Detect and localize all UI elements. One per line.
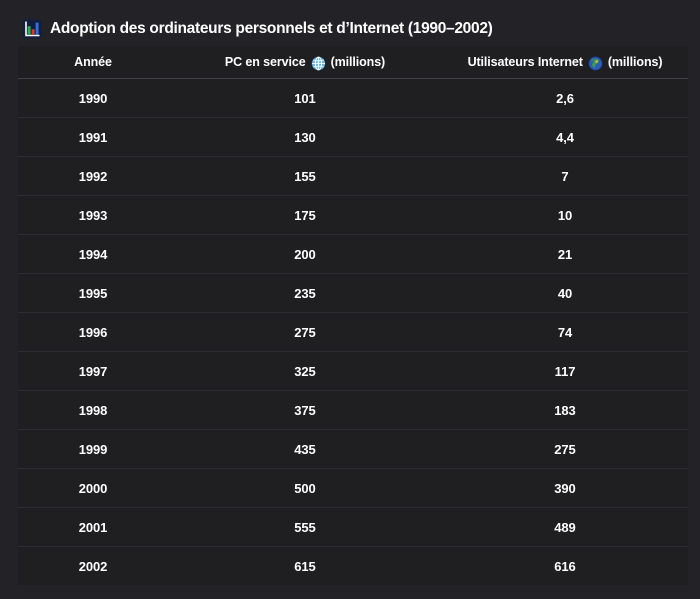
table-row: 1996 275 74 xyxy=(18,312,688,352)
internet-value-cell: 183 xyxy=(442,390,688,430)
year-cell: 1990 xyxy=(18,78,168,118)
data-table-container: Année PC en service xyxy=(18,46,688,585)
table-row: 1992 155 7 xyxy=(18,156,688,196)
table-row: 1993 175 10 xyxy=(18,195,688,235)
pc-value-cell: 555 xyxy=(168,507,442,547)
table-row: 2000 500 390 xyxy=(18,468,688,508)
table-row: 1990 101 2,6 xyxy=(18,78,688,118)
column-header-pc: PC en service (millions) xyxy=(168,46,442,79)
pc-header-label: PC en service xyxy=(224,55,306,69)
table-row: 2002 615 616 xyxy=(18,547,688,586)
year-cell: 1991 xyxy=(18,117,168,157)
pc-value-cell: 130 xyxy=(168,117,442,157)
table-row: 2001 555 489 xyxy=(18,507,688,547)
table-row: 1999 435 275 xyxy=(18,429,688,469)
data-table: Année PC en service xyxy=(18,46,688,585)
bar-chart-icon xyxy=(22,19,42,39)
pc-value-cell: 200 xyxy=(168,234,442,274)
table-row: 1997 325 117 xyxy=(18,351,688,391)
column-header-internet: Utilisateurs Internet (millions) xyxy=(442,46,688,79)
year-cell: 1998 xyxy=(18,390,168,430)
pc-value-cell: 175 xyxy=(168,195,442,235)
year-cell: 1996 xyxy=(18,312,168,352)
year-cell: 1993 xyxy=(18,195,168,235)
year-cell: 1994 xyxy=(18,234,168,274)
pc-value-cell: 101 xyxy=(168,78,442,118)
earth-globe-icon xyxy=(588,56,603,70)
pc-value-cell: 435 xyxy=(168,429,442,469)
internet-value-cell: 40 xyxy=(442,273,688,313)
pc-value-cell: 375 xyxy=(168,390,442,430)
year-cell: 2000 xyxy=(18,468,168,508)
year-cell: 1999 xyxy=(18,429,168,469)
year-cell: 2001 xyxy=(18,507,168,547)
internet-value-cell: 2,6 xyxy=(442,78,688,118)
year-cell: 2002 xyxy=(78,558,108,574)
year-header-label: Année xyxy=(74,55,112,69)
year-cell: 1997 xyxy=(18,351,168,391)
internet-header-label: Utilisateurs Internet xyxy=(467,55,583,69)
internet-value-cell: 4,4 xyxy=(442,117,688,157)
year-cell: 1992 xyxy=(18,156,168,196)
pc-header-suffix: (millions) xyxy=(330,55,386,69)
table-body: 1990 101 2,6 1991 130 4,4 1992 155 7 1993 175 10 199… xyxy=(18,78,688,586)
globe-with-meridians-icon xyxy=(311,56,325,70)
table-row: 1998 375 183 xyxy=(18,390,688,430)
pc-value-cell: 155 xyxy=(168,156,442,196)
pc-value-cell: 235 xyxy=(168,273,442,313)
table-row: 1995 235 40 xyxy=(18,273,688,313)
internet-value-cell: 489 xyxy=(442,507,688,547)
internet-value-cell: 117 xyxy=(442,351,688,391)
header-row: Année PC en service xyxy=(18,46,688,79)
pc-value-cell: 275 xyxy=(168,312,442,352)
internet-value-cell: 275 xyxy=(442,429,688,469)
table-row: 1991 130 4,4 xyxy=(18,117,688,157)
table-row: 1994 200 21 xyxy=(18,234,688,274)
pc-value-cell: 500 xyxy=(168,468,442,508)
year-cell: 1995 xyxy=(18,273,168,313)
internet-value-cell: 7 xyxy=(442,156,688,196)
internet-value-cell: 390 xyxy=(442,468,688,508)
internet-header-suffix: (millions) xyxy=(607,55,663,69)
pc-value-cell: 615 xyxy=(294,558,316,574)
internet-value-cell: 21 xyxy=(442,234,688,274)
column-header-year: Année xyxy=(18,46,168,79)
title-bar: Adoption des ordinateurs personnels et d… xyxy=(0,0,700,43)
pc-value-cell: 325 xyxy=(168,351,442,391)
internet-value-cell: 616 xyxy=(554,558,576,574)
page-title: Adoption des ordinateurs personnels et d… xyxy=(50,20,493,37)
internet-value-cell: 10 xyxy=(442,195,688,235)
internet-value-cell: 74 xyxy=(442,312,688,352)
